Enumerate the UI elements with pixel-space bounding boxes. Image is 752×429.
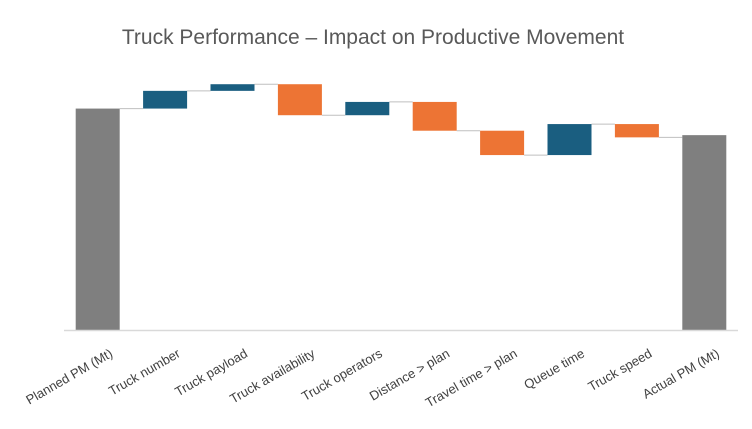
x-tick-label: Queue time [521,346,587,393]
total-bar [75,108,120,330]
delta-bar [210,84,255,91]
delta-bar [143,90,188,109]
delta-bar [614,124,659,138]
delta-bar [412,101,457,131]
x-tick-label: Planned PM (Mt) [23,346,115,408]
total-bar [682,135,727,330]
delta-bar [480,130,525,156]
x-tick-label: Actual PM (Mt) [640,346,722,402]
delta-bar [547,124,592,156]
delta-bar [345,101,390,116]
x-tick-label: Truck number [106,345,183,398]
delta-bar [277,84,322,116]
chart-title: Truck Performance – Impact on Productive… [121,26,625,49]
